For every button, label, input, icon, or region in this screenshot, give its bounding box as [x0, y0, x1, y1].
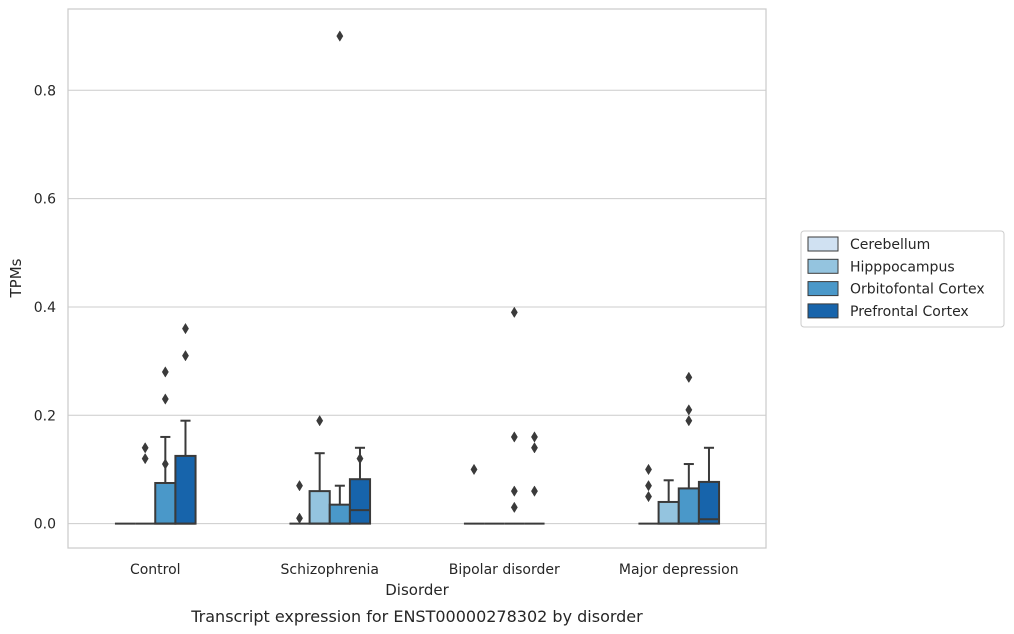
flier-point [141, 452, 149, 465]
flier-point [531, 431, 538, 443]
flier-point [161, 458, 169, 470]
x-tick-label: Major depression [619, 562, 739, 578]
flier-point [685, 415, 693, 427]
box-body [348, 478, 372, 525]
flier-point [645, 480, 652, 492]
legend-label: Hipppocampus [850, 259, 955, 275]
x-tick-label: Control [130, 562, 181, 578]
box [697, 446, 721, 525]
outlier-points [141, 30, 693, 524]
y-axis-label: TPMs [7, 258, 25, 298]
y-tick-label: 0.4 [34, 300, 56, 316]
x-tick-label: Schizophrenia [281, 562, 379, 578]
flier-point [510, 431, 518, 443]
legend-frame [800, 230, 1005, 328]
flier-point [336, 30, 344, 42]
legend: Cerebellum Hipppocampus Orbitofontal Corte… [800, 230, 1005, 328]
flier-point [685, 371, 693, 384]
chart-caption: Transcript expression for ENST0000027830… [190, 607, 643, 626]
legend-label: Orbitofontal Cortex [850, 282, 985, 298]
flier-point [531, 442, 538, 454]
flier-point [316, 415, 324, 427]
x-tick-label: Bipolar disorder [449, 562, 560, 578]
x-axis-label: Disorder [385, 581, 449, 599]
y-tick-label: 0.8 [34, 83, 56, 99]
flier-point [531, 485, 538, 497]
box-body [154, 481, 177, 525]
box-series [114, 419, 721, 525]
flier-point [645, 463, 652, 476]
y-tick-label: 0.2 [34, 408, 56, 424]
box [154, 435, 177, 525]
flier-point [685, 404, 693, 416]
box [677, 463, 700, 525]
flier-point [470, 463, 478, 476]
legend-swatch [807, 303, 839, 319]
x-axis-ticks: Control Schizophrenia Bipolar disorder Majo… [130, 562, 739, 578]
box [174, 419, 197, 525]
legend-swatch [807, 281, 839, 297]
flier-point [645, 490, 652, 503]
plot-area-frame [67, 8, 767, 549]
box [657, 479, 680, 525]
box-body [657, 500, 680, 525]
box-body [308, 490, 331, 525]
flier-point [510, 306, 518, 319]
box [348, 446, 372, 525]
box-body [328, 503, 351, 525]
legend-label: Cerebellum [850, 237, 930, 253]
y-tick-label: 0.6 [34, 192, 56, 208]
flier-point [510, 501, 518, 514]
flier-point [161, 366, 169, 378]
flier-point [161, 393, 169, 405]
box [328, 484, 351, 525]
box-body [677, 487, 700, 525]
flier-point [182, 350, 189, 362]
box-body [174, 454, 197, 525]
flier-point [296, 512, 303, 524]
flier-point [182, 322, 189, 335]
legend-swatch [807, 258, 839, 274]
box [308, 452, 331, 525]
box-body [697, 480, 721, 525]
flier-point [141, 442, 149, 454]
flier-point [510, 485, 518, 497]
legend-swatch [807, 236, 839, 252]
legend-label: Prefrontal Cortex [850, 304, 969, 320]
y-axis-ticks: 0.0 0.2 0.4 0.6 0.8 [34, 83, 56, 532]
flier-point [296, 480, 303, 492]
y-tick-label: 0.0 [34, 517, 56, 533]
flier-point [356, 452, 364, 465]
grid-lines [68, 89, 766, 525]
